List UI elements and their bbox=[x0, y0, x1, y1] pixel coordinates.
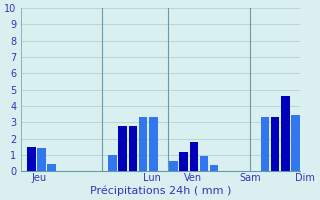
Bar bbox=[180, 152, 188, 171]
Bar bbox=[118, 126, 127, 171]
Bar bbox=[281, 96, 290, 171]
Bar bbox=[149, 117, 157, 171]
Bar bbox=[129, 126, 137, 171]
Bar bbox=[200, 156, 208, 171]
Bar bbox=[271, 117, 279, 171]
X-axis label: Précipitations 24h ( mm ): Précipitations 24h ( mm ) bbox=[90, 185, 232, 196]
Bar bbox=[139, 117, 148, 171]
Bar bbox=[260, 117, 269, 171]
Bar bbox=[108, 155, 117, 171]
Bar bbox=[210, 165, 219, 171]
Bar bbox=[37, 148, 46, 171]
Bar bbox=[291, 115, 300, 171]
Bar bbox=[47, 164, 56, 171]
Bar bbox=[169, 161, 178, 171]
Bar bbox=[189, 142, 198, 171]
Bar bbox=[27, 147, 36, 171]
